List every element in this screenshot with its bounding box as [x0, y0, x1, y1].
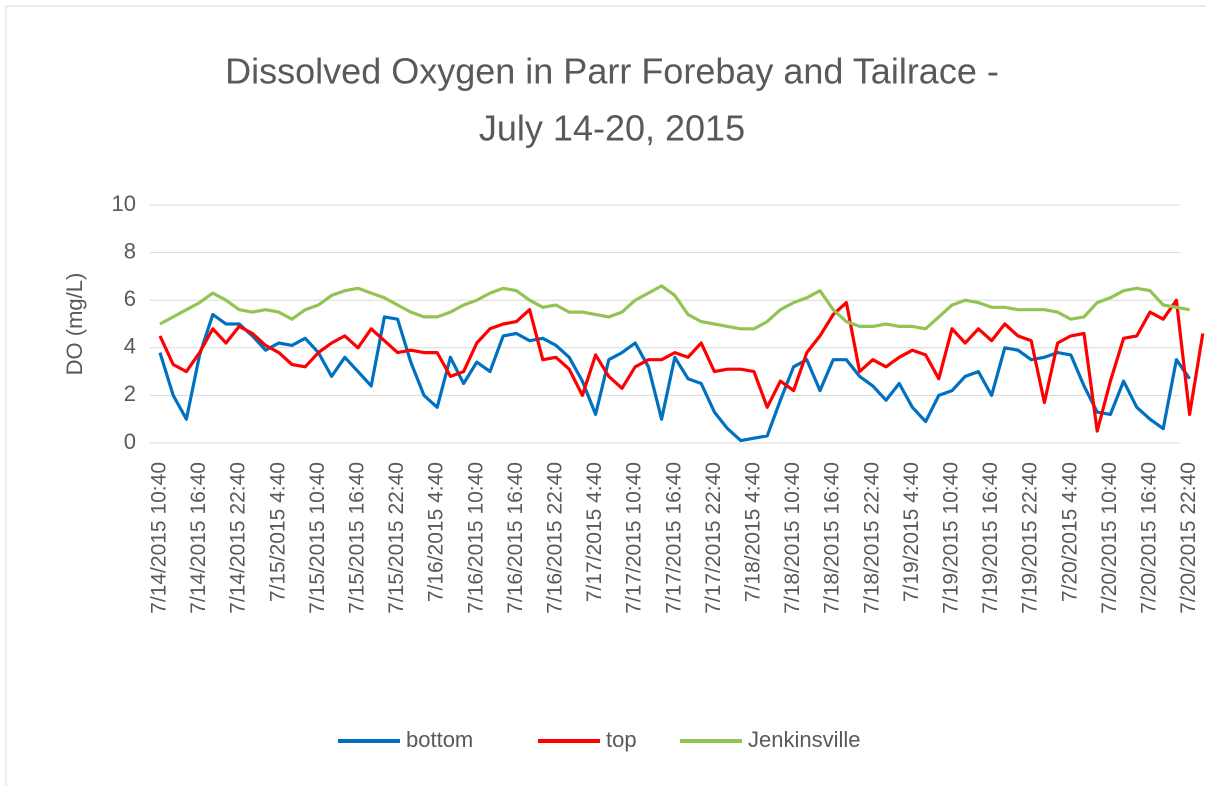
y-tick-label: 2	[124, 381, 136, 406]
legend-label: Jenkinsville	[748, 727, 861, 752]
x-tick-label: 7/18/2015 4:40	[742, 462, 765, 602]
x-tick-label: 7/18/2015 16:40	[821, 462, 844, 614]
line-series	[159, 284, 1190, 331]
y-tick-label: 4	[124, 334, 136, 359]
y-tick-label: 10	[112, 191, 136, 216]
legend-label: bottom	[406, 727, 473, 752]
x-tick-label: 7/15/2015 22:40	[385, 462, 408, 614]
x-tick-label: 7/15/2015 4:40	[266, 462, 289, 602]
x-tick-label: 7/17/2015 10:40	[623, 462, 646, 614]
x-tick-label: 7/16/2015 4:40	[425, 462, 448, 602]
line-series	[158, 298, 1205, 433]
x-tick-label: 7/19/2015 22:40	[1019, 462, 1042, 614]
x-tick-label: 7/15/2015 10:40	[306, 462, 329, 614]
x-tick-label: 7/20/2015 10:40	[1098, 462, 1121, 614]
line-series	[158, 312, 1191, 443]
chart-title: July 14-20, 2015	[479, 108, 745, 149]
x-tick-label: 7/17/2015 16:40	[662, 462, 685, 614]
x-tick-label: 7/20/2015 22:40	[1177, 462, 1200, 614]
chart-frame	[5, 5, 1206, 786]
x-tick-label: 7/16/2015 22:40	[544, 462, 567, 614]
chart-title: Dissolved Oxygen in Parr Forebay and Tai…	[225, 51, 999, 92]
y-tick-label: 8	[124, 238, 136, 263]
x-tick-label: 7/19/2015 4:40	[900, 462, 923, 602]
x-tick-label: 7/18/2015 10:40	[781, 462, 804, 614]
y-axis-label: DO (mg/L)	[62, 273, 87, 376]
x-tick-label: 7/19/2015 16:40	[979, 462, 1002, 614]
y-tick-label: 6	[124, 286, 136, 311]
x-tick-label: 7/20/2015 4:40	[1058, 462, 1081, 602]
y-tick-label: 0	[124, 429, 136, 454]
x-tick-label: 7/19/2015 10:40	[940, 462, 963, 614]
x-tick-label: 7/16/2015 10:40	[464, 462, 487, 614]
x-tick-label: 7/17/2015 4:40	[583, 462, 606, 602]
x-tick-label: 7/17/2015 22:40	[702, 462, 725, 614]
x-tick-label: 7/14/2015 16:40	[187, 462, 210, 614]
legend-label: top	[606, 727, 637, 752]
x-tick-label: 7/20/2015 16:40	[1138, 462, 1161, 614]
x-tick-label: 7/18/2015 22:40	[860, 462, 883, 614]
x-tick-label: 7/15/2015 16:40	[346, 462, 369, 614]
x-tick-label: 7/16/2015 16:40	[504, 462, 527, 614]
x-tick-label: 7/14/2015 22:40	[227, 462, 250, 614]
x-tick-label: 7/14/2015 10:40	[148, 462, 171, 614]
